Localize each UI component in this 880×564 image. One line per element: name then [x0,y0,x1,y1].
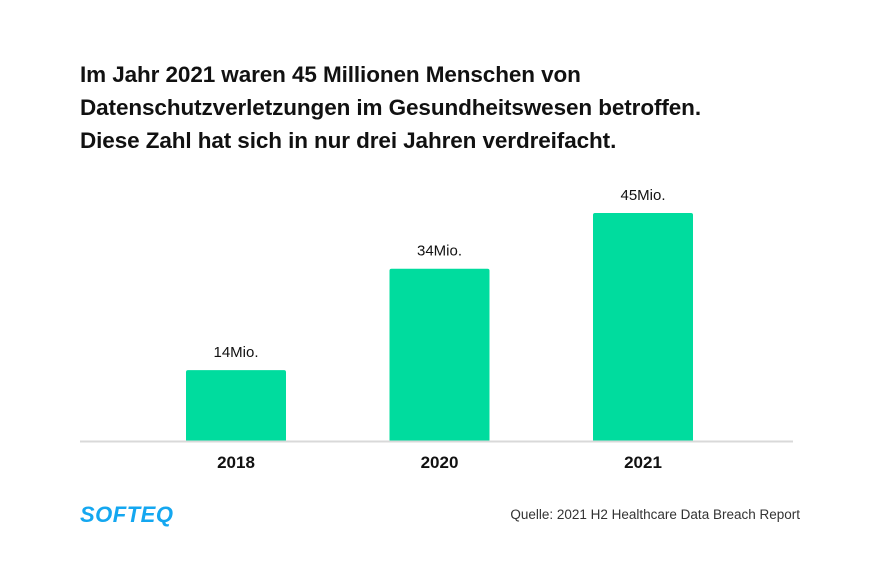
bar-2018 [186,370,286,442]
bar-2020 [389,268,490,442]
title-line-2: Datenschutzverletzungen im Gesundheitswe… [80,95,701,120]
title-line-1: Im Jahr 2021 waren 45 Millionen Menschen… [80,62,581,87]
x-tick-label-2018: 2018 [217,453,255,472]
data-label-2020: 34Mio. [417,243,462,260]
x-tick-label-2021: 2021 [624,453,662,472]
title-line-3: Diese Zahl hat sich in nur drei Jahren v… [80,128,617,153]
x-tick-label-2020: 2020 [421,453,459,472]
bar-2021 [593,213,693,442]
source-note: Quelle: 2021 H2 Healthcare Data Breach R… [510,507,800,522]
data-label-2018: 14Mio. [213,344,258,361]
softeq-logo: SOFTEQ [80,502,174,527]
data-label-2021: 45Mio. [620,187,665,204]
chart-title: Im Jahr 2021 waren 45 Millionen Menschen… [80,58,840,157]
